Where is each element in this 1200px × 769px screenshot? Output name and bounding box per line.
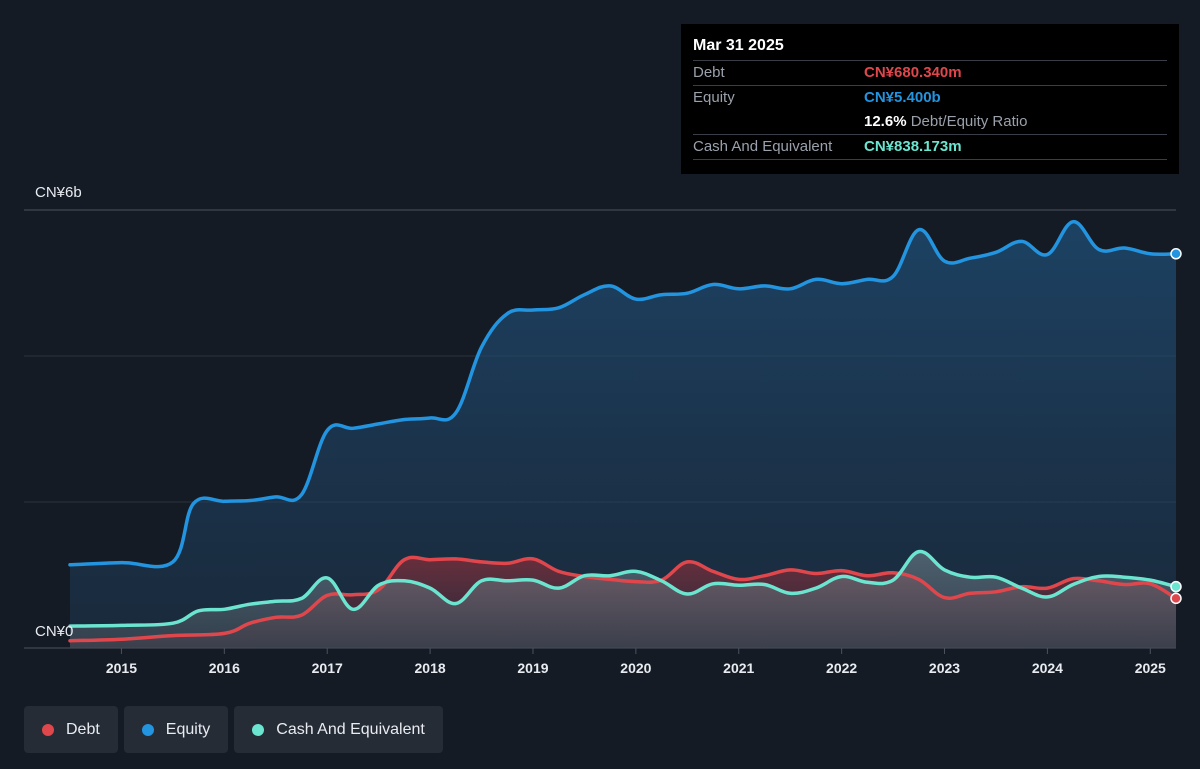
x-tick-label: 2015	[106, 660, 137, 676]
tooltip-cash-value: CN¥838.173m	[864, 138, 962, 155]
x-tick-label: 2016	[209, 660, 240, 676]
equity-area	[70, 221, 1176, 648]
x-tick-label: 2019	[517, 660, 548, 676]
tooltip-equity-label: Equity	[693, 89, 735, 106]
x-tick-label: 2020	[620, 660, 651, 676]
chart-legend: Debt Equity Cash And Equivalent	[24, 706, 443, 753]
x-tick-label: 2024	[1032, 660, 1063, 676]
tooltip-cash-label: Cash And Equivalent	[693, 138, 833, 155]
x-tick-label: 2018	[415, 660, 446, 676]
tooltip-row-debt: Debt CN¥680.340m	[693, 60, 1167, 85]
tooltip-row-ratio: 12.6% Debt/Equity Ratio	[693, 110, 1167, 134]
debt-end-point[interactable]	[1170, 592, 1182, 605]
legend-item-cash[interactable]: Cash And Equivalent	[234, 706, 443, 753]
x-tick-label: 2023	[929, 660, 960, 676]
cash-dot-icon	[252, 723, 265, 736]
data-tooltip: Mar 31 2025 Debt CN¥680.340m Equity CN¥5…	[681, 24, 1179, 174]
cash-line	[68, 549, 1178, 628]
equity-end-point[interactable]	[1170, 248, 1182, 260]
tooltip-equity-value: CN¥5.400b	[864, 89, 941, 106]
y-axis-label-bottom: CN¥0	[35, 623, 73, 640]
tooltip-debt-value: CN¥680.340m	[864, 64, 962, 81]
legend-item-equity[interactable]: Equity	[123, 706, 229, 753]
tooltip-row-cash: Cash And Equivalent CN¥838.173m	[693, 134, 1167, 160]
tooltip-debt-label: Debt	[693, 64, 725, 81]
x-tick-label: 2021	[723, 660, 754, 676]
legend-equity-label: Equity	[165, 720, 211, 738]
legend-cash-label: Cash And Equivalent	[276, 720, 425, 738]
equity-dot-icon	[141, 723, 154, 736]
x-tick-label: 2017	[312, 660, 343, 676]
legend-item-debt[interactable]: Debt	[24, 706, 118, 753]
x-tick-label: 2025	[1135, 660, 1166, 676]
cash-end-point[interactable]	[1170, 580, 1182, 593]
legend-debt-label: Debt	[66, 720, 100, 738]
tooltip-row-equity: Equity CN¥5.400b	[693, 85, 1167, 110]
chart-plot-area: 2015 2016 2017 2018 2019 2020 2021 2022 2023 2024…	[24, 184, 1182, 676]
y-axis-label-top: CN¥6b	[35, 184, 82, 201]
equity-line	[68, 219, 1178, 569]
tooltip-date: Mar 31 2025	[693, 37, 784, 54]
tooltip-ratio-label: Debt/Equity Ratio	[910, 113, 1028, 130]
tooltip-ratio-value: 12.6%	[864, 113, 907, 130]
tooltip-ratio: 12.6% Debt/Equity Ratio	[864, 110, 1027, 134]
debt-dot-icon	[42, 723, 54, 736]
x-tick-label: 2022	[826, 660, 857, 676]
